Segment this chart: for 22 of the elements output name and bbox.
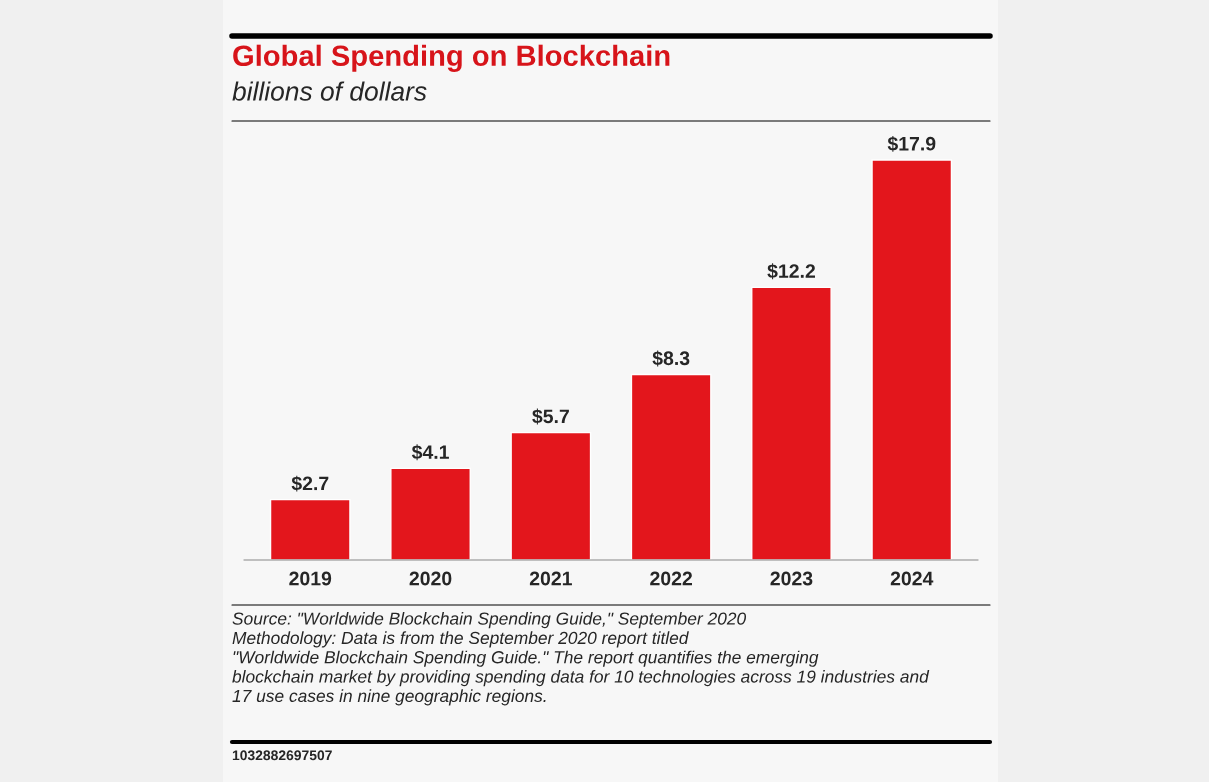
data-label: $12.2 bbox=[767, 263, 815, 280]
bar bbox=[871, 159, 953, 560]
data-label: $4.1 bbox=[411, 444, 449, 461]
x-tick-label: 2021 bbox=[529, 571, 572, 586]
bar bbox=[751, 286, 832, 560]
bar bbox=[510, 431, 592, 560]
data-label: $5.7 bbox=[532, 408, 569, 425]
bar bbox=[269, 498, 351, 560]
data-label: $2.7 bbox=[291, 475, 329, 492]
text: 1032882697507 bbox=[232, 750, 332, 761]
chart-title: Global Spending on Blockchain bbox=[233, 44, 670, 72]
x-tick-label: 2024 bbox=[890, 571, 934, 586]
x-tick-label: 2023 bbox=[770, 571, 813, 586]
source-note: Source: "Worldwide Blockchain Spending Guide," September 2020 Methodology: Data is from the September 2020 report titled "Worldwide Blockchain Spending Guide." The report quantifies the emerging blockchain market by providing spending data for 10 technologies across 19 industries and 17 use cases in nine geographic regions. bbox=[232, 612, 930, 706]
x-tick-label: 2019 bbox=[289, 571, 332, 586]
x-tick-label: 2020 bbox=[409, 571, 452, 586]
data-label: $8.3 bbox=[652, 350, 690, 367]
bar bbox=[630, 373, 712, 560]
bar bbox=[390, 467, 471, 560]
data-label: $17.9 bbox=[887, 135, 936, 152]
chart-subtitle: billions of dollars bbox=[232, 81, 427, 101]
x-tick-label: 2022 bbox=[650, 571, 692, 586]
